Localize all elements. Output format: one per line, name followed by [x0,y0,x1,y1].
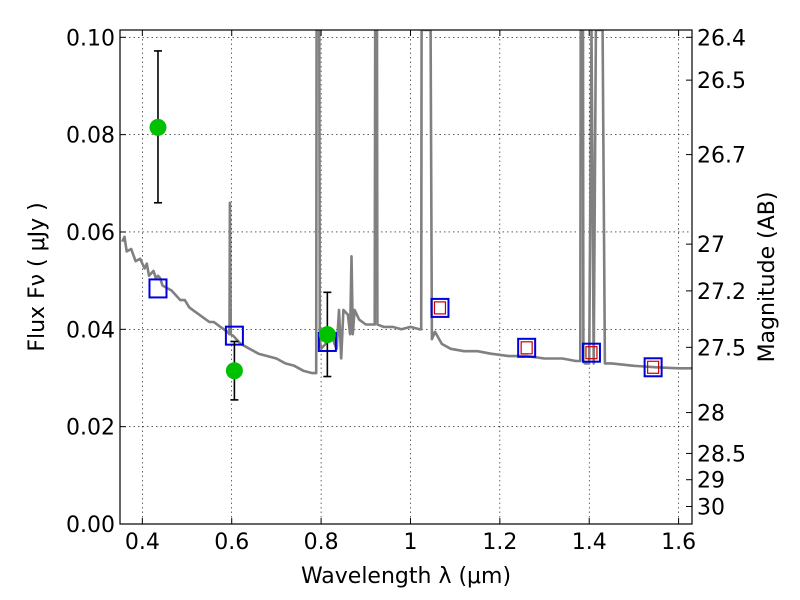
model-photometry-inner-box [585,346,598,360]
y-tick-label: 0.10 [66,26,115,51]
y-tick-label: 0.08 [66,124,115,149]
right-axis-title: Magnitude (AB) [755,192,780,363]
right-tick-label: 26.5 [697,69,746,94]
model-photometry-inner-box [520,341,533,355]
x-tick-label: 0.8 [304,530,339,555]
right-tick-label: 27.5 [697,336,746,361]
y-tick-label: 0.00 [66,513,115,538]
model-photometry-box [517,337,537,358]
y-axis-title: Flux Fν ( μJy ) [25,202,50,351]
x-tick-label: 1 [403,530,417,555]
plot-area [121,30,692,401]
plot-frame [119,29,693,525]
observed-flux-point [149,118,167,136]
observed-flux-point [225,362,243,380]
y-tick-label: 0.04 [66,318,115,343]
right-tick-label: 29 [697,469,725,494]
model-photometry-box [430,297,450,318]
right-tick-label: 28 [697,402,725,427]
x-tick-label: 1.2 [482,530,517,555]
model-photometry-inner-box [647,360,660,374]
x-tick-label: 0.6 [214,530,249,555]
right-tick-label: 30 [697,495,725,520]
right-tick-label: 26.7 [697,144,746,169]
right-tick-label: 26.4 [697,26,746,51]
axis-ticks: 0.4 0.6 0.8 1 1.2 1.4 1.6 0.00 0.02 0.04 0.06 0.08 0… [66,26,746,555]
plot-background [120,30,692,524]
model-photometry-box [643,357,663,378]
x-tick-label: 1.4 [572,530,607,555]
observed-flux-point [318,326,336,344]
model-photometry-box [148,278,168,299]
y-tick-label: 0.06 [66,221,115,246]
right-tick-label: 28.5 [697,442,746,467]
x-axis-title: Wavelength λ (μm) [301,564,511,589]
y-tick-label: 0.02 [66,416,115,441]
right-tick-label: 27.2 [697,280,746,305]
x-tick-label: 1.6 [661,530,696,555]
model-spectrum-line [121,30,692,375]
x-tick-label: 0.4 [125,530,160,555]
model-photometry-box [581,342,601,363]
right-tick-label: 27 [697,233,725,258]
model-photometry-inner-box [433,301,447,315]
